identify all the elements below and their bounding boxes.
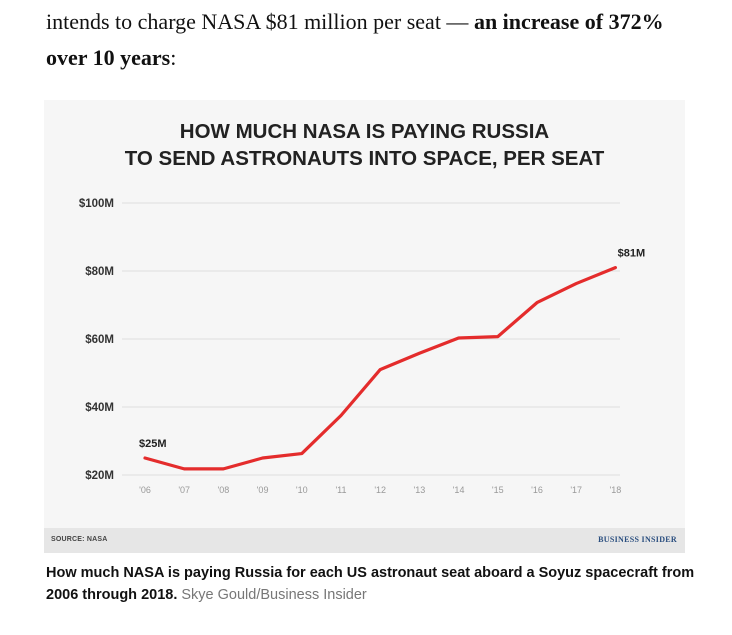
y-tick-label: $20M xyxy=(85,470,114,482)
data-label: $81M xyxy=(618,248,646,260)
data-point xyxy=(379,368,382,371)
series-line xyxy=(143,266,618,471)
caption-text: How much NASA is paying Russia for each … xyxy=(46,565,695,603)
source-label: SOURCE: NASA xyxy=(51,536,108,543)
chart-title-line-1: HOW MUCH NASA IS PAYING RUSSIA xyxy=(180,120,550,143)
data-point xyxy=(575,282,578,285)
x-tick-label: '11 xyxy=(335,485,346,495)
x-tick-label: '12 xyxy=(374,485,386,495)
line-chart: HOW MUCH NASA IS PAYING RUSSIA TO SEND A… xyxy=(79,120,646,495)
intro-colon: : xyxy=(170,45,177,70)
caption-credit: Skye Gould/Business Insider xyxy=(181,587,367,603)
chart-title-line-2: TO SEND ASTRONAUTS INTO SPACE, PER SEAT xyxy=(125,147,605,170)
x-tick-label: '10 xyxy=(296,485,308,495)
x-tick-label: '07 xyxy=(178,485,190,495)
data-point xyxy=(457,336,460,340)
x-tick-label: '18 xyxy=(610,485,622,495)
x-tick-label: '06 xyxy=(139,485,151,495)
y-tick-label: $60M xyxy=(85,334,114,346)
figure-footer: SOURCE: NASA BUSINESS INSIDER xyxy=(44,528,685,553)
data-label: $25M xyxy=(139,438,167,450)
x-tick-label: '13 xyxy=(414,485,426,495)
data-point xyxy=(143,456,147,460)
y-tick-label: $100M xyxy=(79,198,114,210)
x-tick-label: '08 xyxy=(218,485,230,495)
data-point xyxy=(535,301,539,304)
x-tick-label: '16 xyxy=(531,485,543,495)
intro-text: intends to charge NASA $81 million per s… xyxy=(46,9,474,34)
x-tick-label: '15 xyxy=(492,485,504,495)
y-tick-label: $80M xyxy=(85,266,114,278)
data-point xyxy=(183,467,186,471)
data-point xyxy=(261,456,264,460)
article-intro: intends to charge NASA $81 million per s… xyxy=(46,4,706,76)
data-point xyxy=(614,266,617,269)
chart-figure: HOW MUCH NASA IS PAYING RUSSIA TO SEND A… xyxy=(44,100,685,553)
data-point xyxy=(222,467,225,471)
data-point xyxy=(300,452,303,455)
y-tick-label: $40M xyxy=(85,402,114,414)
figure-caption: How much NASA is paying Russia for each … xyxy=(46,562,706,606)
brand-logo: BUSINESS INSIDER xyxy=(598,535,677,544)
data-point xyxy=(418,352,421,355)
x-tick-label: '14 xyxy=(453,485,465,495)
x-tick-label: '09 xyxy=(257,485,269,495)
x-tick-label: '17 xyxy=(570,485,582,495)
intro-highlight: an increase of 372% over 10 years xyxy=(46,9,664,70)
data-point xyxy=(496,335,499,338)
data-point xyxy=(339,414,343,417)
